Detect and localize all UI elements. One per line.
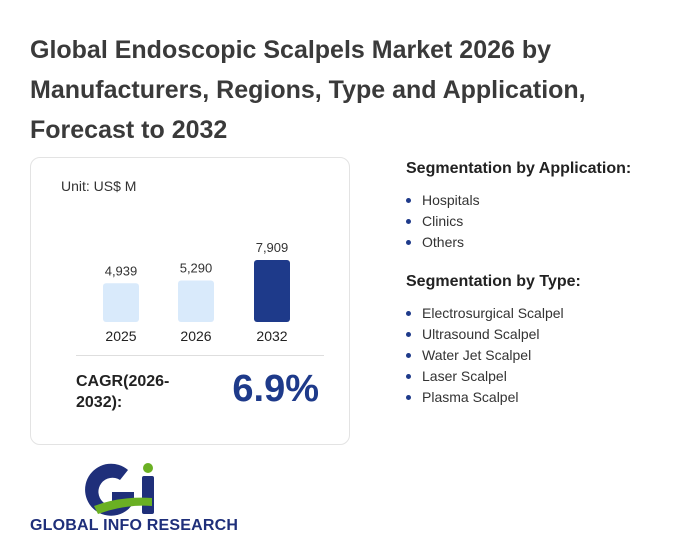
bar-2025 bbox=[103, 283, 139, 322]
value-label-2025: 4,939 bbox=[105, 263, 138, 278]
application-segmentation-title: Segmentation by Application: bbox=[406, 160, 632, 177]
cagr-value: 6.9% bbox=[232, 368, 319, 410]
type-segmentation-title: Segmentation by Type: bbox=[406, 273, 581, 290]
page-title: Global Endoscopic Scalpels Market 2026 b… bbox=[30, 36, 586, 144]
brand-name: GLOBAL INFO RESEARCH bbox=[30, 517, 239, 534]
type-segmentation-list: Electrosurgical Scalpel Ultrasound Scalp… bbox=[406, 303, 564, 408]
card-divider bbox=[76, 355, 324, 356]
logo-dot-icon bbox=[143, 463, 153, 473]
application-item: Hospitals bbox=[406, 190, 480, 211]
bar-2026 bbox=[178, 280, 214, 322]
type-item: Plasma Scalpel bbox=[406, 387, 564, 408]
market-size-card: Unit: US$ M 4,939 2025 5,290 2026 7,909 2032 … bbox=[30, 157, 350, 445]
logo-swoosh-icon bbox=[94, 497, 152, 514]
logo-i-icon bbox=[142, 476, 154, 514]
category-label-2032: 2032 bbox=[256, 328, 287, 344]
market-size-bar-chart: 4,939 2025 5,290 2026 7,909 2032 bbox=[103, 240, 290, 344]
value-label-2032: 7,909 bbox=[256, 240, 289, 255]
type-item: Ultrasound Scalpel bbox=[406, 324, 564, 345]
unit-label: Unit: US$ M bbox=[61, 178, 137, 194]
type-item: Water Jet Scalpel bbox=[406, 345, 564, 366]
type-item: Laser Scalpel bbox=[406, 366, 564, 387]
application-item: Others bbox=[406, 232, 480, 253]
category-label-2026: 2026 bbox=[180, 328, 211, 344]
type-item: Electrosurgical Scalpel bbox=[406, 303, 564, 324]
value-label-2026: 5,290 bbox=[180, 261, 213, 276]
bar-2032 bbox=[254, 260, 290, 322]
category-label-2025: 2025 bbox=[105, 328, 136, 344]
cagr-label: CAGR(2026-2032): bbox=[76, 373, 170, 411]
application-item: Clinics bbox=[406, 211, 480, 232]
global-info-research-logo bbox=[85, 463, 154, 516]
application-segmentation-list: Hospitals Clinics Others bbox=[406, 190, 480, 253]
